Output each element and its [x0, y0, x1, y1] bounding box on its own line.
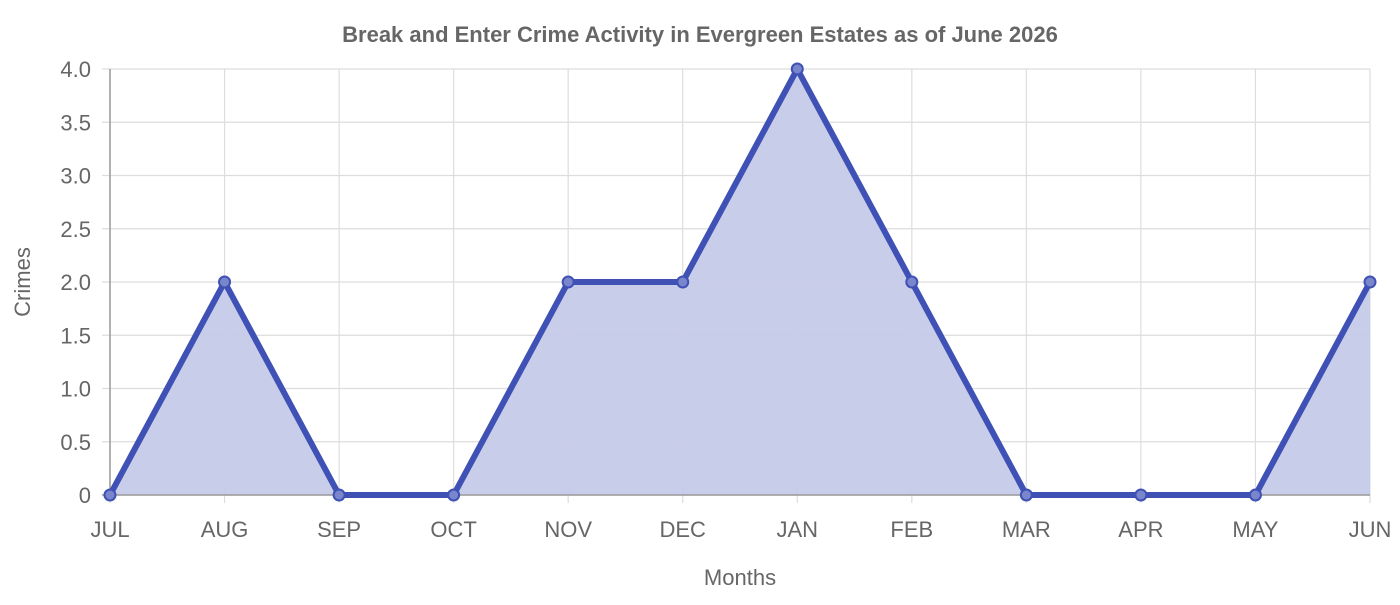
data-point	[332, 488, 346, 502]
series-area-fill	[110, 69, 1370, 495]
x-tick-labels: JUL AUG SEP OCT NOV DEC JAN FEB MAR APR MAY JUN	[90, 517, 1391, 542]
data-point	[790, 62, 804, 76]
x-tick-label: APR	[1118, 517, 1163, 542]
y-tick-label: 3.5	[60, 110, 91, 135]
x-tick-label: FEB	[890, 517, 933, 542]
x-tick-label: JUL	[90, 517, 129, 542]
y-tick-label: 1.5	[60, 323, 91, 348]
y-tick-label: 1.0	[60, 377, 91, 402]
y-tick-label: 2.0	[60, 270, 91, 295]
x-tick-label: JAN	[776, 517, 818, 542]
x-tick-label: AUG	[201, 517, 249, 542]
series-line	[107, 66, 1373, 498]
data-point	[103, 488, 117, 502]
data-point	[1019, 488, 1033, 502]
series-line-layer	[107, 66, 1373, 498]
chart-title: Break and Enter Crime Activity in Evergr…	[342, 22, 1058, 47]
data-point	[676, 275, 690, 289]
y-axis-title: Crimes	[10, 247, 35, 317]
data-point	[447, 488, 461, 502]
x-tick-label: MAR	[1002, 517, 1051, 542]
y-tick-label: 0.5	[60, 430, 91, 455]
data-point	[1248, 488, 1262, 502]
x-tick-label: SEP	[317, 517, 361, 542]
y-tick-label: 0	[79, 483, 91, 508]
data-point	[1363, 275, 1377, 289]
x-tick-label: DEC	[660, 517, 707, 542]
data-point	[218, 275, 232, 289]
data-point	[905, 275, 919, 289]
area-fill-layer	[110, 69, 1370, 495]
x-tick-label: OCT	[430, 517, 476, 542]
y-tick-label: 2.5	[60, 217, 91, 242]
data-point	[1134, 488, 1148, 502]
y-tick-labels: 0 0.5 1.0 1.5 2.0 2.5 3.0 3.5 4.0	[60, 57, 91, 508]
data-points	[103, 62, 1377, 502]
x-tick-label: NOV	[544, 517, 592, 542]
x-tick-label: MAY	[1232, 517, 1278, 542]
y-tick-label: 3.0	[60, 164, 91, 189]
x-axis-title: Months	[704, 565, 776, 590]
data-point	[561, 275, 575, 289]
y-tick-label: 4.0	[60, 57, 91, 82]
x-tick-label: JUN	[1349, 517, 1392, 542]
